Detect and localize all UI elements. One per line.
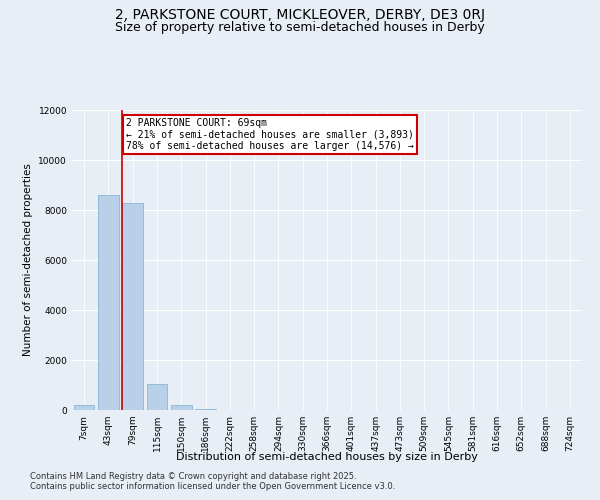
Text: Size of property relative to semi-detached houses in Derby: Size of property relative to semi-detach…	[115, 21, 485, 34]
Text: Contains HM Land Registry data © Crown copyright and database right 2025.: Contains HM Land Registry data © Crown c…	[30, 472, 356, 481]
Y-axis label: Number of semi-detached properties: Number of semi-detached properties	[23, 164, 33, 356]
Text: Distribution of semi-detached houses by size in Derby: Distribution of semi-detached houses by …	[176, 452, 478, 462]
Text: 2, PARKSTONE COURT, MICKLEOVER, DERBY, DE3 0RJ: 2, PARKSTONE COURT, MICKLEOVER, DERBY, D…	[115, 8, 485, 22]
Bar	[74, 405, 94, 410]
Text: Contains public sector information licensed under the Open Government Licence v3: Contains public sector information licen…	[30, 482, 395, 491]
Bar	[146, 384, 167, 410]
Bar	[171, 404, 191, 410]
Text: 2 PARKSTONE COURT: 69sqm
← 21% of semi-detached houses are smaller (3,893)
78% o: 2 PARKSTONE COURT: 69sqm ← 21% of semi-d…	[126, 118, 414, 150]
Bar	[195, 408, 216, 410]
Bar	[122, 202, 143, 410]
Bar	[98, 195, 119, 410]
